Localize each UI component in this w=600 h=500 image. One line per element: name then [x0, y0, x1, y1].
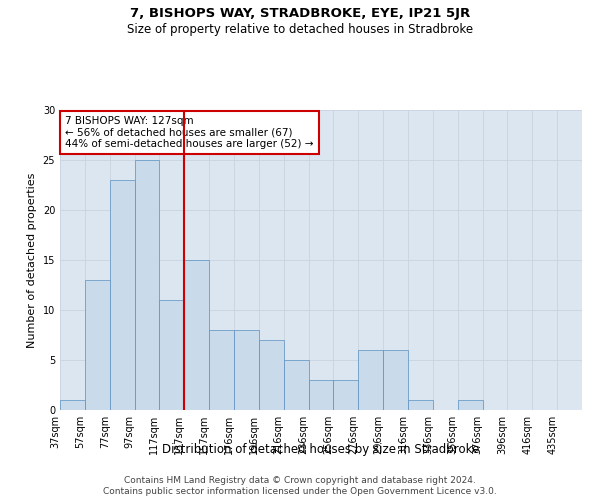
Bar — [110, 180, 134, 410]
Bar — [209, 330, 234, 410]
Text: Distribution of detached houses by size in Stradbroke: Distribution of detached houses by size … — [163, 442, 479, 456]
Bar — [234, 330, 259, 410]
Bar — [358, 350, 383, 410]
Bar — [408, 400, 433, 410]
Text: 7 BISHOPS WAY: 127sqm
← 56% of detached houses are smaller (67)
44% of semi-deta: 7 BISHOPS WAY: 127sqm ← 56% of detached … — [65, 116, 314, 149]
Text: Contains public sector information licensed under the Open Government Licence v3: Contains public sector information licen… — [103, 488, 497, 496]
Bar — [284, 360, 308, 410]
Bar — [458, 400, 482, 410]
Bar — [308, 380, 334, 410]
Bar — [134, 160, 160, 410]
Text: Size of property relative to detached houses in Stradbroke: Size of property relative to detached ho… — [127, 22, 473, 36]
Y-axis label: Number of detached properties: Number of detached properties — [27, 172, 37, 348]
Bar — [85, 280, 110, 410]
Bar — [160, 300, 184, 410]
Bar — [259, 340, 284, 410]
Bar — [60, 400, 85, 410]
Bar — [383, 350, 408, 410]
Text: 7, BISHOPS WAY, STRADBROKE, EYE, IP21 5JR: 7, BISHOPS WAY, STRADBROKE, EYE, IP21 5J… — [130, 8, 470, 20]
Bar — [334, 380, 358, 410]
Text: Contains HM Land Registry data © Crown copyright and database right 2024.: Contains HM Land Registry data © Crown c… — [124, 476, 476, 485]
Bar — [184, 260, 209, 410]
